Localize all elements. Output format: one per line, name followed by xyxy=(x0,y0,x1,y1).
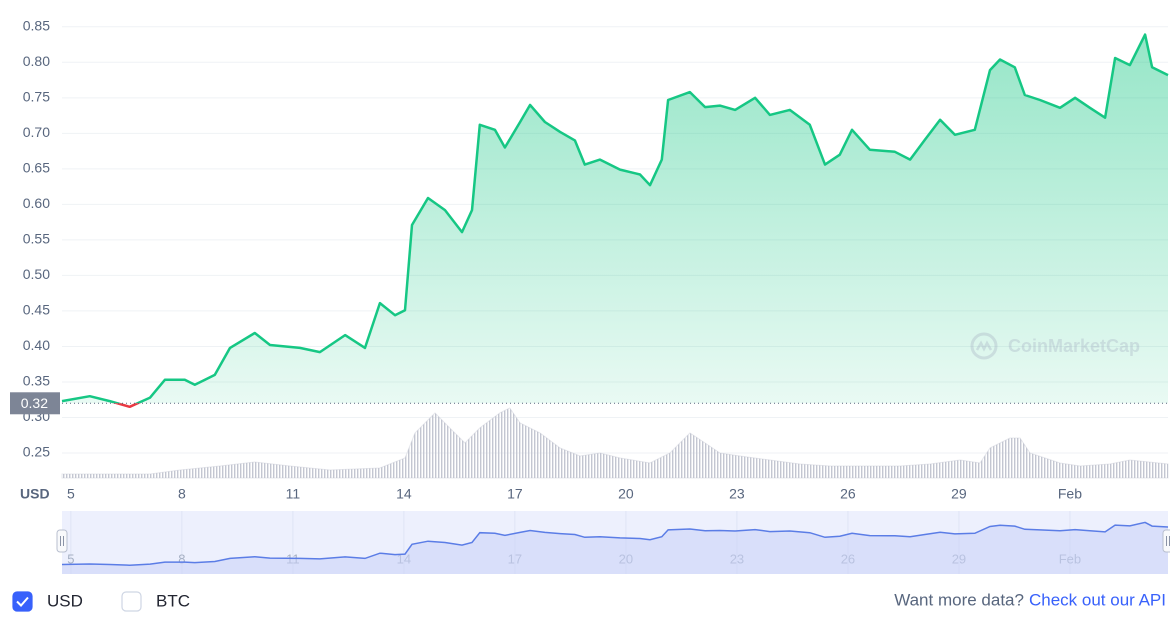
y-tick-label: 0.80 xyxy=(23,53,50,69)
x-tick-label: 23 xyxy=(729,486,745,502)
y-tick-label: 0.85 xyxy=(23,17,50,33)
navigator-tick-label: 5 xyxy=(67,551,74,566)
y-tick-label: 0.25 xyxy=(23,444,50,460)
x-tick-label: 26 xyxy=(840,486,856,502)
y-tick-label: 0.65 xyxy=(23,160,50,176)
price-area xyxy=(62,34,1168,404)
reference-label: 0.32 xyxy=(21,395,48,411)
y-tick-label: 0.35 xyxy=(23,373,50,389)
navigator-handle[interactable] xyxy=(56,529,68,553)
navigator-area xyxy=(62,522,1168,574)
footer-text: Want more data? xyxy=(894,590,1024,609)
y-tick-label: 0.70 xyxy=(23,124,50,140)
watermark-text: CoinMarketCap xyxy=(1008,336,1140,356)
reference-badge xyxy=(10,392,60,415)
x-tick-label: 5 xyxy=(67,486,75,502)
x-tick-label: 20 xyxy=(618,486,634,502)
x-tick-label: 14 xyxy=(396,486,412,502)
x-tick-label: 29 xyxy=(951,486,967,502)
y-tick-label: 0.55 xyxy=(23,231,50,247)
x-tick-label: 17 xyxy=(507,486,523,502)
checkbox-label[interactable]: BTC xyxy=(156,591,190,610)
volume-bars xyxy=(61,407,1169,479)
x-tick-label: Feb xyxy=(1058,486,1082,502)
plot-area xyxy=(61,26,1169,479)
x-tick-label: 11 xyxy=(286,486,301,502)
currency-toggles: USD BTC xyxy=(12,591,190,612)
checkbox[interactable] xyxy=(12,591,33,612)
checkbox[interactable] xyxy=(121,591,142,612)
y-tick-label: 0.50 xyxy=(23,266,50,282)
checkbox-label[interactable]: USD xyxy=(47,591,83,610)
y-tick-label: 0.60 xyxy=(23,195,50,211)
y-axis-label: USD xyxy=(20,486,50,502)
checkmark xyxy=(16,596,29,607)
x-tick-label: 8 xyxy=(178,486,186,502)
watermark: CoinMarketCap xyxy=(970,332,1140,360)
y-tick-label: 0.40 xyxy=(23,337,50,353)
navigator-tick-label: 8 xyxy=(178,551,185,566)
y-tick-label: 0.75 xyxy=(23,89,50,105)
api-link[interactable]: Check out our API xyxy=(1029,590,1166,609)
price-line xyxy=(61,33,1169,404)
y-tick-label: 0.45 xyxy=(23,302,50,318)
navigator-line xyxy=(61,521,1169,566)
